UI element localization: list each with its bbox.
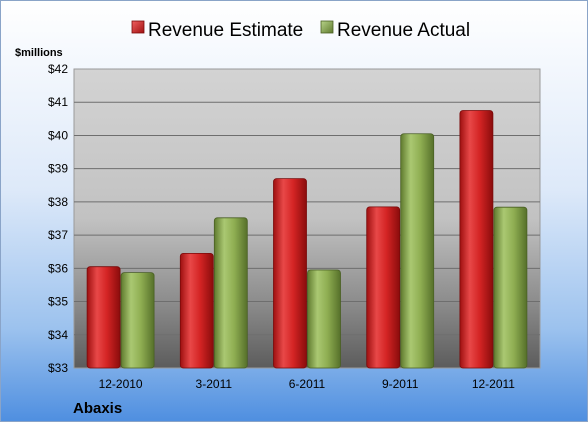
- x-tick-label: 12-2011: [472, 377, 515, 391]
- bars: [86, 110, 528, 369]
- x-tick-label: 3-2011: [196, 377, 233, 391]
- bar-revenue-actual: [307, 269, 341, 369]
- x-axis-ticks: 12-2010 3-2011 6-2011 9-2011 12-2011: [99, 377, 516, 391]
- y-tick-label: $42: [48, 62, 68, 76]
- y-tick-label: $39: [48, 162, 68, 176]
- y-tick-label: $37: [48, 228, 68, 242]
- y-axis-unit-label: $millions: [15, 47, 63, 59]
- y-tick-label: $40: [48, 128, 68, 142]
- legend: Revenue Estimate Revenue Actual: [131, 20, 470, 41]
- legend-label-revenue-actual: Revenue Actual: [337, 20, 470, 41]
- company-name-label: Abaxis: [73, 400, 122, 417]
- x-tick-label: 12-2010: [99, 377, 143, 391]
- y-tick-label: $38: [48, 195, 68, 209]
- y-tick-label: $41: [48, 95, 68, 109]
- bar-revenue-estimate: [459, 110, 494, 369]
- y-tick-label: $34: [48, 328, 68, 342]
- bar-revenue-estimate: [179, 252, 214, 369]
- y-tick-label: $33: [48, 361, 68, 375]
- bar-revenue-estimate: [273, 178, 307, 369]
- bar-revenue-actual: [213, 217, 248, 369]
- bar-revenue-estimate: [86, 266, 121, 369]
- y-axis-ticks: $33 $34 $35 $36 $37 $38 $39 $40 $41 $42: [48, 62, 68, 375]
- legend-label-revenue-estimate: Revenue Estimate: [148, 20, 303, 41]
- legend-swatch-revenue-estimate: [131, 20, 145, 34]
- y-tick-label: $36: [48, 261, 68, 275]
- legend-swatch-revenue-actual: [320, 20, 334, 34]
- y-tick-label: $35: [48, 295, 68, 309]
- x-tick-label: 9-2011: [382, 377, 419, 391]
- bar-revenue-estimate: [366, 206, 401, 369]
- bar-revenue-actual: [400, 133, 435, 369]
- x-tick-label: 6-2011: [289, 377, 326, 391]
- bar-revenue-actual: [493, 206, 528, 369]
- bar-revenue-actual: [120, 272, 155, 369]
